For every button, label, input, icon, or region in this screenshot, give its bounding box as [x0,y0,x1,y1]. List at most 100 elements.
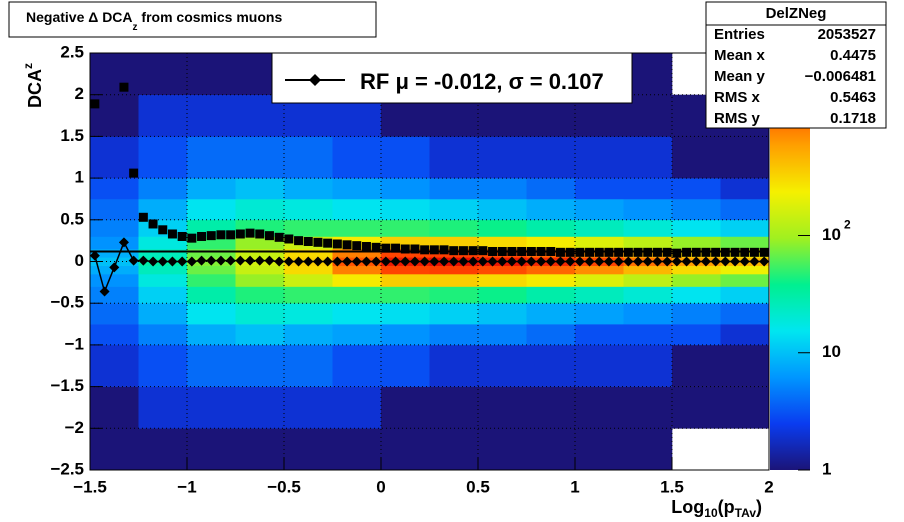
heatmap-cell [575,386,624,429]
profile-diamond [342,256,353,267]
profile-diamond [749,256,760,267]
profile-square [633,247,643,257]
profile-diamond [157,256,168,267]
profile-square [701,247,711,257]
heatmap-cell [90,286,139,304]
heatmap-cell [138,178,188,200]
heatmap-cell [429,136,479,179]
heatmap-cell [478,274,527,287]
heatmap-cell [526,198,576,221]
heatmap-cell [235,178,285,200]
heatmap-cell [138,428,188,471]
profile-square [643,247,653,257]
heatmap-cell [90,219,139,237]
stats-value: 0.4475 [830,47,876,64]
heatmap-cell [284,386,333,429]
heatmap-cell [720,198,770,221]
profile-square [652,247,662,257]
heatmap-cell [381,274,430,287]
heatmap-cell [672,236,721,250]
heatmap-cell [90,428,139,471]
heatmap-cell [235,198,285,221]
heatmap-cell [187,248,236,258]
heatmap-cell [478,344,527,387]
heatmap-cell [332,324,382,346]
heatmap-cell [381,303,430,325]
heatmap-cell [138,286,188,304]
heatmap-cell [90,248,139,258]
heatmap-cell [187,198,236,221]
heatmap-cell [478,236,527,250]
heatmap-cell [720,286,770,304]
profile-square [672,248,682,258]
profile-square [488,246,498,256]
profile-square [740,247,750,257]
profile-diamond [536,256,547,267]
heatmap-cell [138,53,188,95]
profile-diamond [603,256,614,267]
profile-diamond [235,255,246,266]
heatmap-cell [332,219,382,237]
profile-square [730,247,740,257]
heatmap-cell [575,324,624,346]
profile-square [682,247,692,257]
heatmap-cell [575,274,624,287]
profile-diamond [545,256,556,267]
profile-square [138,212,148,222]
heatmap-cell [381,178,430,200]
heatmap-cell [478,303,527,325]
profile-diamond [390,256,401,267]
stats-frame [705,1,887,129]
profile-diamond [138,255,149,266]
heatmap-cell [478,178,527,200]
heatmap-cell [672,386,721,429]
heatmap-cell [381,219,430,237]
profile-diamond [89,250,100,261]
profile-diamond [662,256,673,267]
profile-square [410,244,420,254]
heatmap-cell [623,274,673,287]
legend [271,52,633,104]
heatmap-cell [575,265,624,275]
profile-square [129,168,139,178]
profile-diamond [506,256,517,267]
heatmap-cell [381,286,430,304]
z-tick-label: 1 [822,459,831,478]
stats-value: 0.1718 [830,110,876,127]
y-tick-label: −0.5 [50,293,84,312]
heatmap-cell [381,265,430,275]
heatmap-cell [90,236,139,250]
heatmap-cell [623,286,673,304]
profiles [89,82,770,297]
profile-square [90,99,100,109]
stats-label: Mean y [714,68,766,85]
heatmap-cell [332,198,382,221]
profile-diamond [371,256,382,267]
x-tick-label: 2 [764,477,773,496]
heatmap-cell [284,274,333,287]
profile-diamond [594,256,605,267]
heatmap-cell [429,178,479,200]
heatmap-cell [672,198,721,221]
heatmap-cell [672,178,721,200]
heatmap-cell [138,386,188,429]
heatmap-cell [90,274,139,287]
profile-square [352,241,362,251]
profile-diamond [516,256,527,267]
heatmap-cell [575,344,624,387]
profile-diamond [196,255,207,266]
heatmap-cell [332,303,382,325]
heatmap-cell [138,324,188,346]
profile-square [235,229,245,239]
profile-square [555,247,565,257]
x-tick-label: 1.5 [660,477,684,496]
heatmap-cell [429,386,479,429]
stats-label: Mean x [714,47,766,64]
heatmap-cell [623,236,673,250]
profile-square [216,230,226,240]
profile-square [759,247,769,257]
profile-diamond [400,256,411,267]
profile-square [585,247,595,257]
profile-diamond [477,256,488,267]
